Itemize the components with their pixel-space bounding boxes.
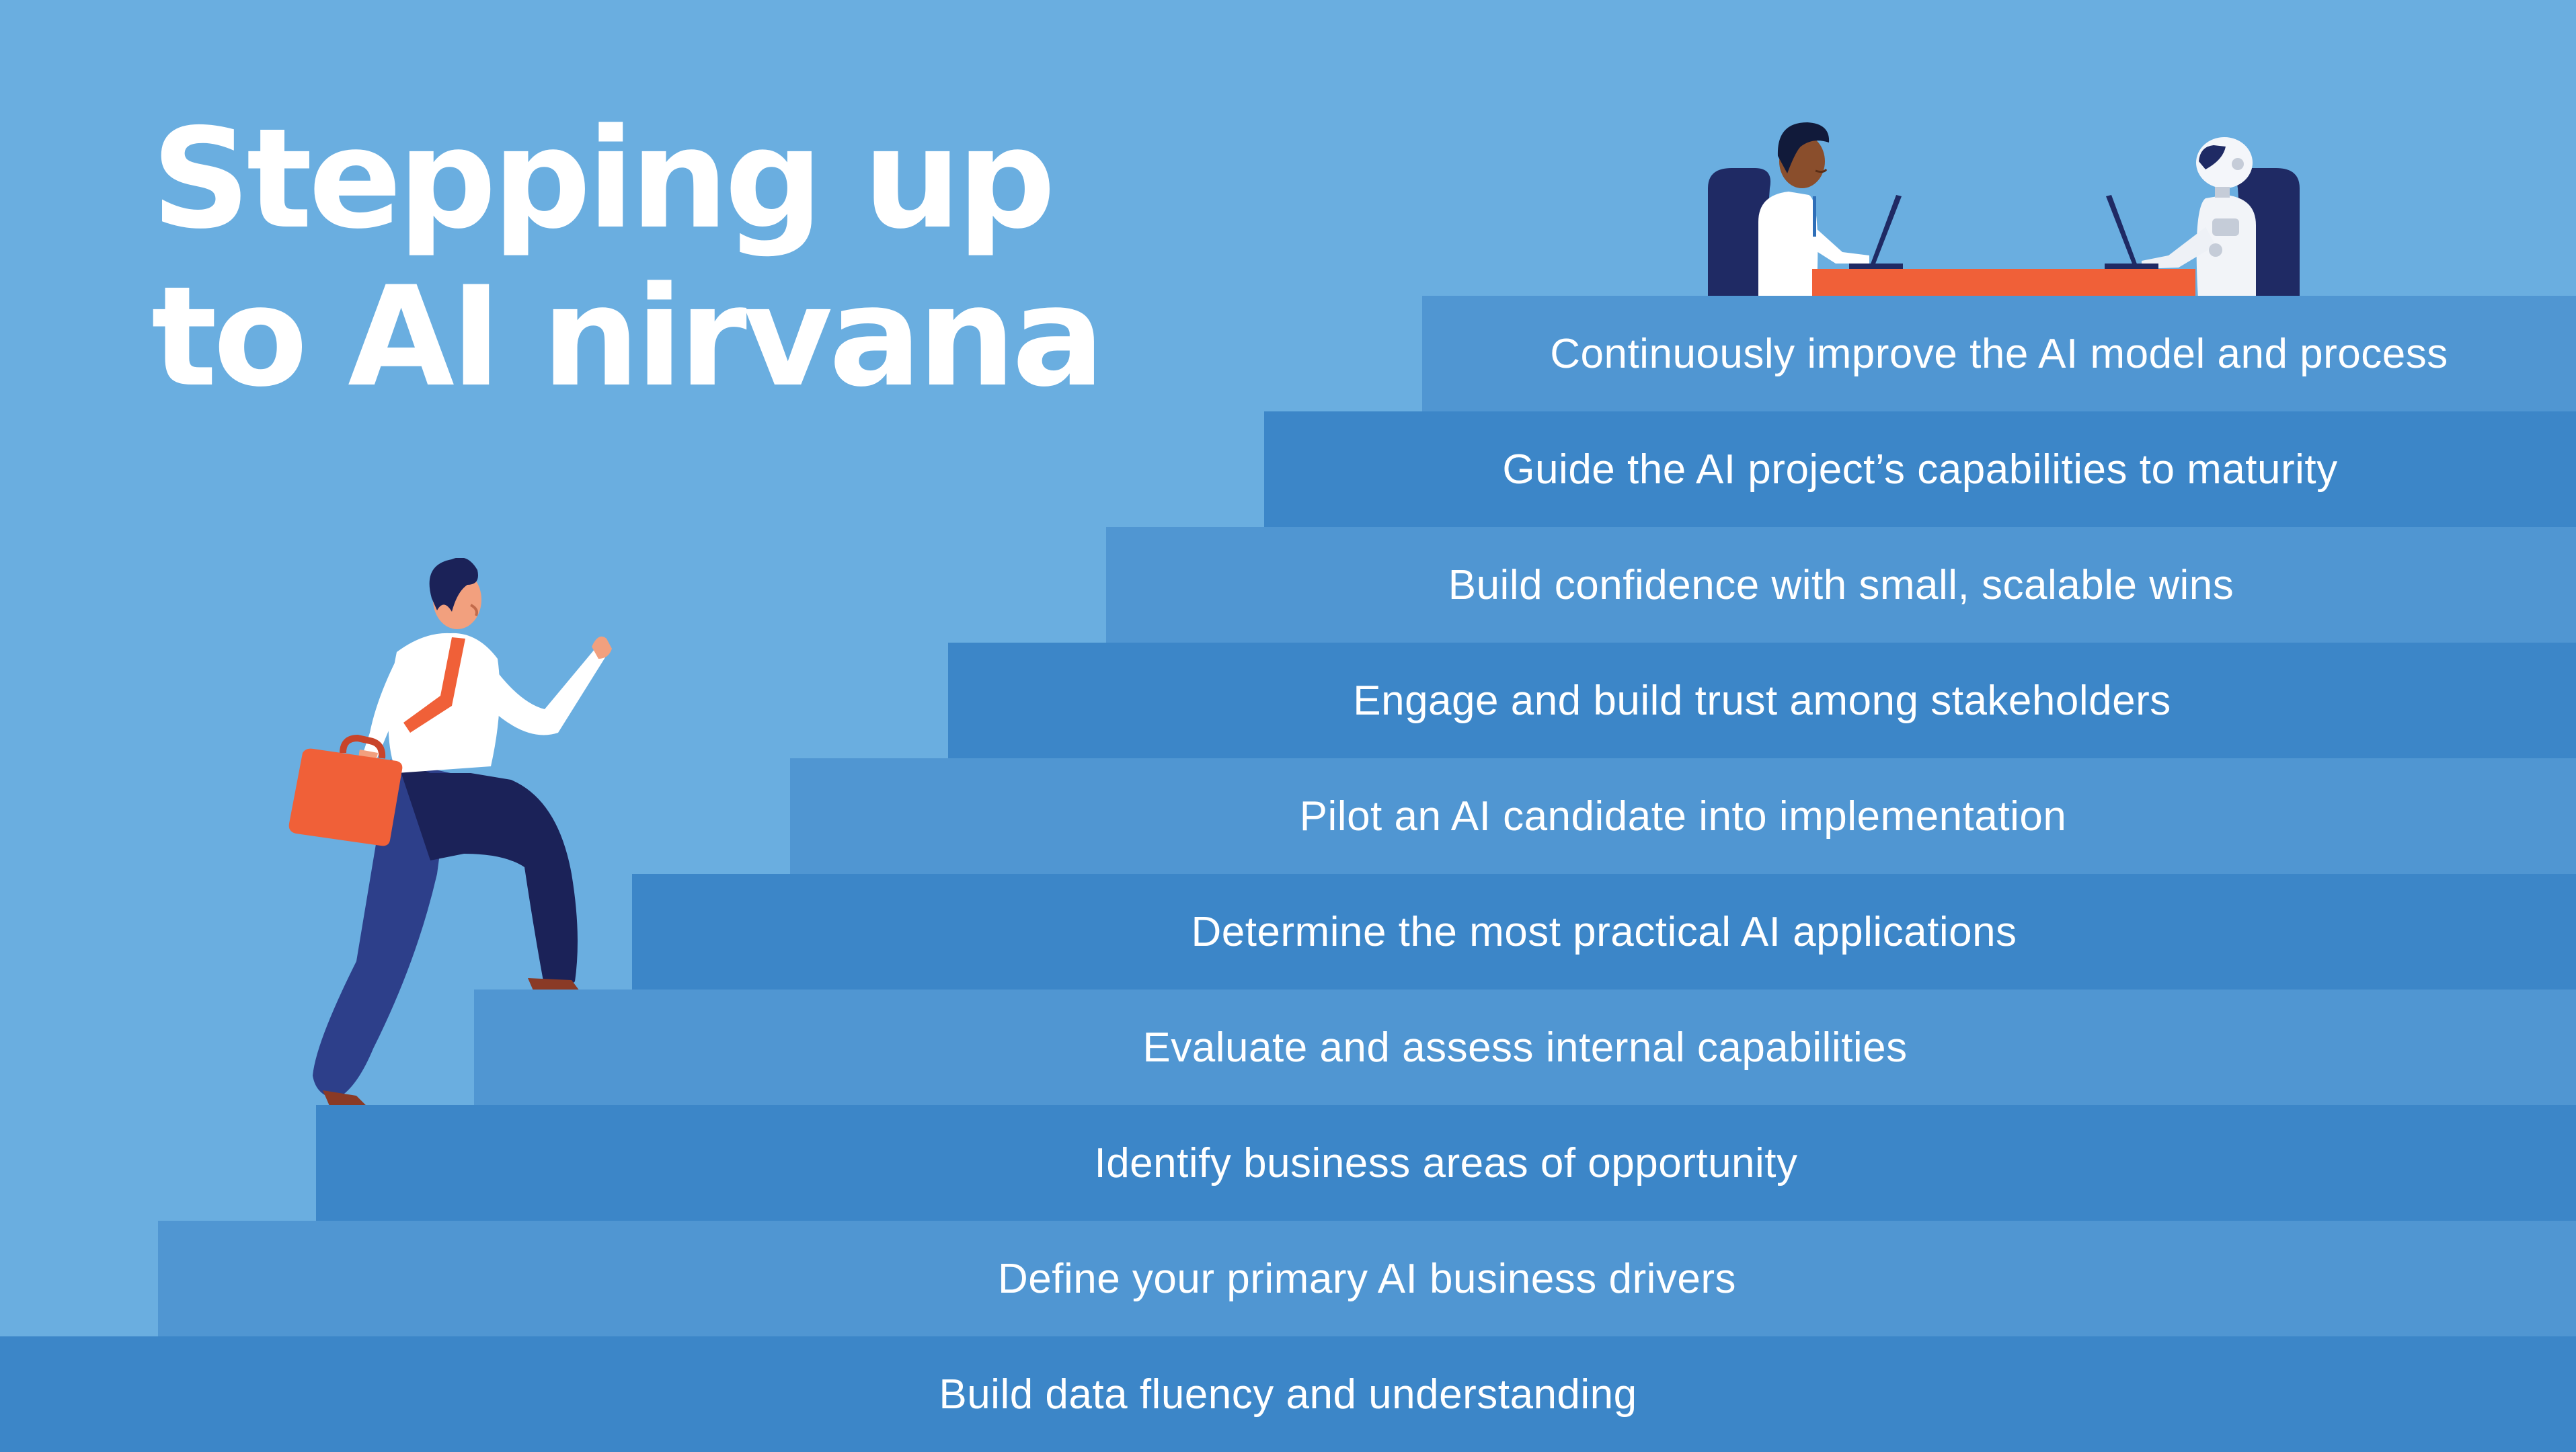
step-8: Build confidence with small, scalable wi… — [1106, 527, 2576, 643]
human-and-robot-at-laptops-icon — [1708, 122, 2300, 302]
step-5-label: Determine the most practical AI applicat… — [1191, 908, 2017, 955]
step-6-label: Pilot an AI candidate into implementatio… — [1299, 793, 2067, 840]
step-6: Pilot an AI candidate into implementatio… — [790, 758, 2576, 874]
page-title: Stepping up to AI nirvana — [151, 99, 1105, 417]
step-9-label: Guide the AI project’s capabilities to m… — [1502, 446, 2338, 493]
step-5: Determine the most practical AI applicat… — [632, 874, 2576, 990]
step-3-label: Identify business areas of opportunity — [1094, 1139, 1798, 1186]
step-1-label: Build data fluency and understanding — [939, 1371, 1637, 1418]
step-10: Continuously improve the AI model and pr… — [1422, 296, 2576, 411]
step-10-label: Continuously improve the AI model and pr… — [1550, 330, 2448, 377]
step-4: Evaluate and assess internal capabilitie… — [474, 990, 2576, 1105]
step-2-label: Define your primary AI business drivers — [997, 1255, 1737, 1302]
step-8-label: Build confidence with small, scalable wi… — [1448, 561, 2234, 608]
step-3: Identify business areas of opportunity — [316, 1105, 2576, 1221]
step-1: Build data fluency and understanding — [0, 1336, 2576, 1452]
businessman-climbing-icon — [288, 558, 612, 1106]
step-2: Define your primary AI business drivers — [158, 1221, 2576, 1336]
step-7: Engage and build trust among stakeholder… — [948, 643, 2576, 758]
step-9: Guide the AI project’s capabilities to m… — [1264, 411, 2576, 527]
step-7-label: Engage and build trust among stakeholder… — [1353, 677, 2171, 724]
step-4-label: Evaluate and assess internal capabilitie… — [1142, 1024, 1908, 1071]
title-line-1: Stepping up — [151, 99, 1056, 259]
title-line-2: to AI nirvana — [151, 257, 1105, 417]
